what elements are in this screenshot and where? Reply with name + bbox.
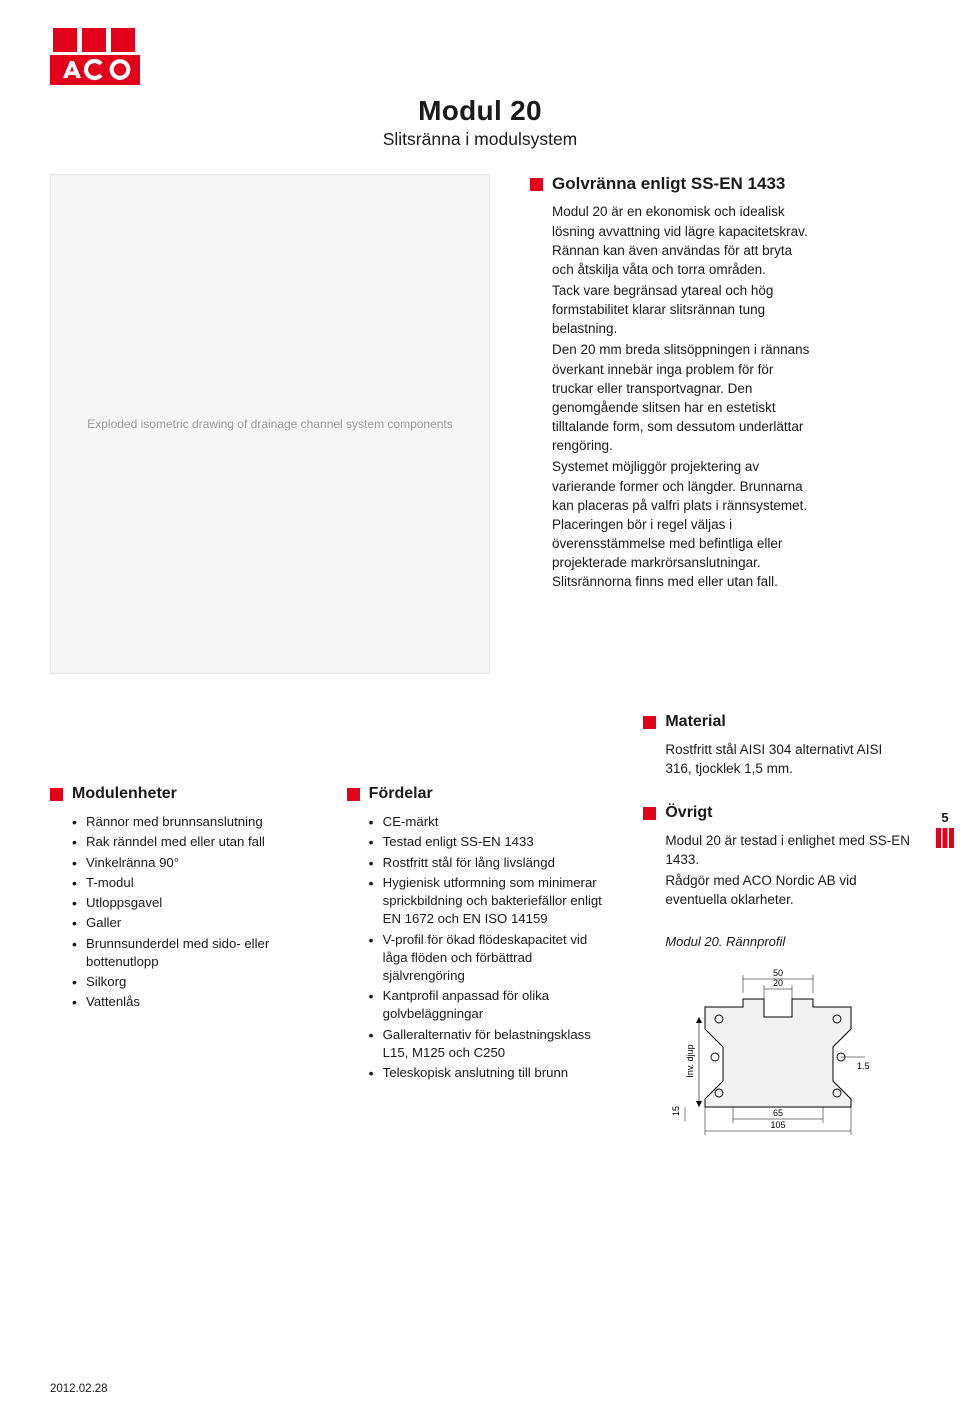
- profile-caption: Modul 20. Rännprofil: [665, 934, 910, 949]
- fordelar-list: CE-märkt Testad enligt SS-EN 1433 Rostfrit…: [369, 813, 614, 1082]
- profile-drawing: 50 20 1.5: [665, 961, 910, 1146]
- list-item: V-profil för ökad flödeskapacitet vid lå…: [369, 931, 614, 986]
- page-title: Modul 20: [50, 95, 910, 127]
- hero-image: Exploded isometric drawing of drainage c…: [50, 174, 490, 674]
- list-item: Galleralternativ för belastningsklass L1…: [369, 1026, 614, 1062]
- red-square-icon: [530, 178, 543, 191]
- list-item: Utloppsgavel: [72, 894, 317, 912]
- intro-paragraph: Den 20 mm breda slitsöppningen i rännans…: [552, 340, 812, 455]
- page-tab: 5: [930, 810, 960, 848]
- modulenheter-list: Rännor med brunnsanslutning Rak ränndel m…: [72, 813, 317, 1011]
- list-item: Vattenlås: [72, 993, 317, 1011]
- page-subtitle: Slitsränna i modulsystem: [50, 129, 910, 150]
- material-body: Rostfritt stål AISI 304 alternativt AISI…: [665, 741, 910, 779]
- modulenheter-heading: Modulenheter: [72, 784, 177, 803]
- footer-date: 2012.02.28: [50, 1383, 108, 1395]
- list-item: CE-märkt: [369, 813, 614, 831]
- list-item: Rostfritt stål för lång livslängd: [369, 854, 614, 872]
- intro-paragraph: Tack vare begränsad ytareal och hög form…: [552, 281, 812, 338]
- ovrigt-heading: Övrigt: [665, 803, 712, 822]
- svg-text:Inv. djup: Inv. djup: [685, 1044, 695, 1077]
- tab-icon: [936, 828, 954, 848]
- material-heading: Material: [665, 712, 725, 731]
- svg-text:65: 65: [773, 1108, 783, 1118]
- list-item: Teleskopisk anslutning till brunn: [369, 1064, 614, 1082]
- fordelar-heading: Fördelar: [369, 784, 433, 803]
- intro-paragraph: Systemet möjliggör projektering av varie…: [552, 457, 812, 591]
- list-item: Galler: [72, 914, 317, 932]
- list-item: Brunnsunderdel med sido- eller bottenutl…: [72, 935, 317, 971]
- list-item: Vinkelränna 90°: [72, 854, 317, 872]
- list-item: Rännor med brunnsanslutning: [72, 813, 317, 831]
- svg-text:50: 50: [773, 968, 783, 978]
- red-square-icon: [643, 716, 656, 729]
- intro-heading: Golvränna enligt SS-EN 1433: [552, 174, 785, 194]
- svg-text:105: 105: [771, 1120, 786, 1130]
- list-item: Testad enligt SS-EN 1433: [369, 833, 614, 851]
- list-item: T-modul: [72, 874, 317, 892]
- list-item: Silkorg: [72, 973, 317, 991]
- ovrigt-body: Modul 20 är testad i enlighet med SS-EN …: [665, 832, 910, 910]
- brand-logo: [50, 28, 140, 86]
- red-square-icon: [50, 788, 63, 801]
- intro-paragraph: Modul 20 är en ekonomisk och idealisk lö…: [552, 202, 812, 279]
- red-square-icon: [643, 807, 656, 820]
- svg-text:20: 20: [773, 978, 783, 988]
- svg-text:1.5: 1.5: [857, 1061, 870, 1071]
- list-item: Rak ränndel med eller utan fall: [72, 833, 317, 851]
- list-item: Hygienisk utformning som minimerar spric…: [369, 874, 614, 929]
- red-square-icon: [347, 788, 360, 801]
- list-item: Kantprofil anpassad för olika golvbelägg…: [369, 987, 614, 1023]
- svg-text:15: 15: [671, 1106, 681, 1116]
- intro-body: Modul 20 är en ekonomisk och idealisk lö…: [552, 202, 812, 591]
